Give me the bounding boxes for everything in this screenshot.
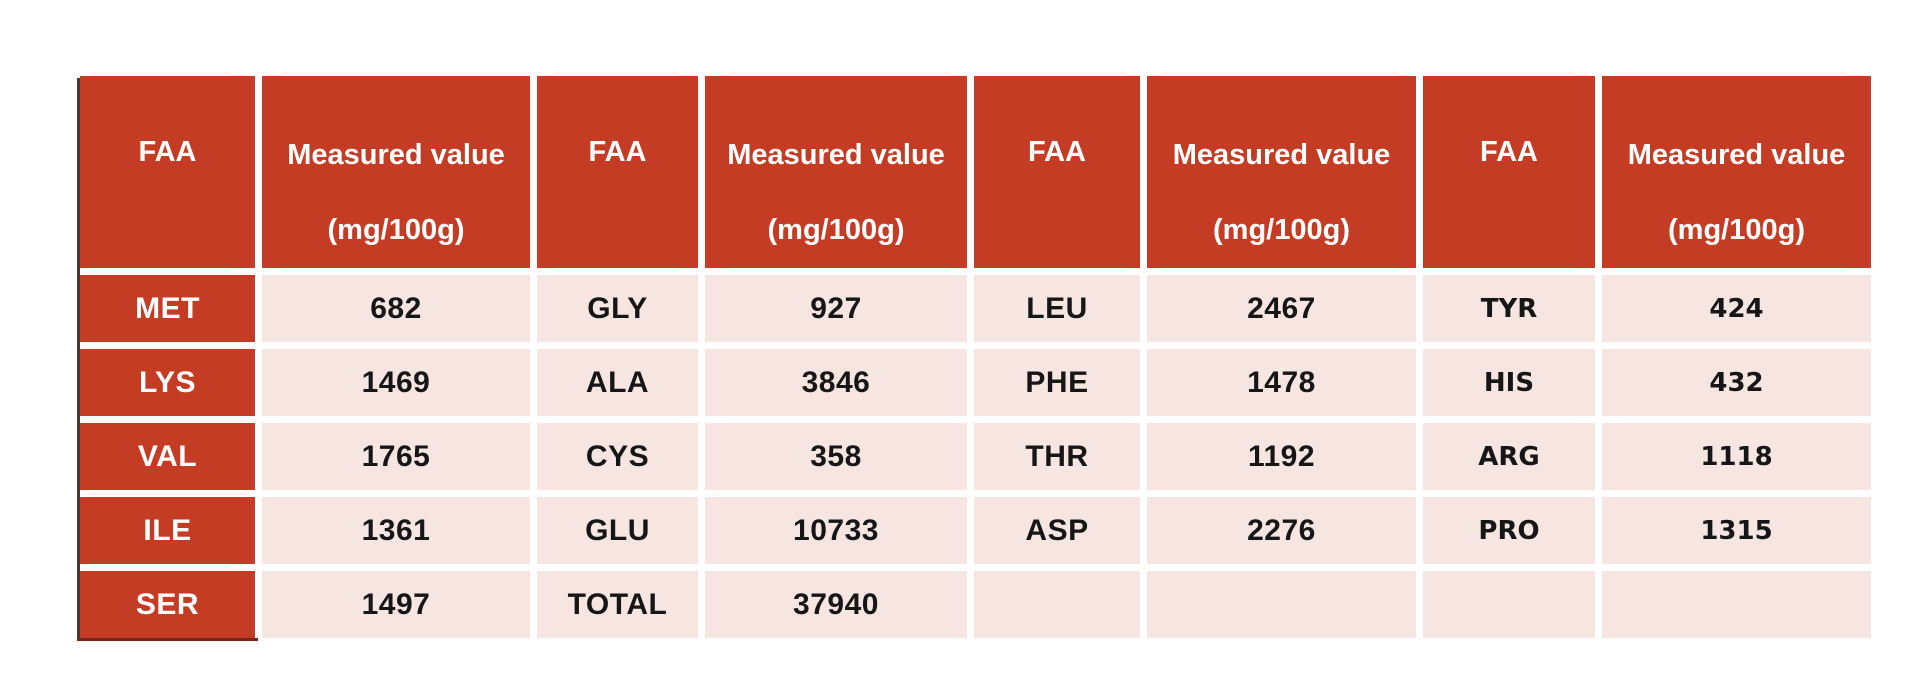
faa-cell-glu: GLU bbox=[537, 497, 698, 564]
value-cell-thr: 1192 bbox=[1147, 423, 1416, 490]
faa-cell-ile: ILE bbox=[80, 497, 255, 564]
header-mv-line1: Measured value bbox=[287, 138, 505, 171]
faa-cell-arg: ARG bbox=[1423, 423, 1595, 490]
faa-cell-lys: LYS bbox=[80, 349, 255, 416]
faa-cell-val: VAL bbox=[80, 423, 255, 490]
faa-cell-met: MET bbox=[80, 275, 255, 342]
faa-cell-thr: THR bbox=[974, 423, 1140, 490]
value-cell-met: 682 bbox=[262, 275, 530, 342]
value-cell-glu: 10733 bbox=[705, 497, 967, 564]
header-measured-value-2: Measured value (mg/100g) bbox=[705, 76, 967, 268]
value-cell-total: 37940 bbox=[705, 571, 967, 638]
faa-cell-phe: PHE bbox=[974, 349, 1140, 416]
value-cell-gly: 927 bbox=[705, 275, 967, 342]
faa-cell-asp: ASP bbox=[974, 497, 1140, 564]
faa-cell-pro: PRO bbox=[1423, 497, 1595, 564]
faa-cell-total: TOTAL bbox=[537, 571, 698, 638]
faa-cell-cys: CYS bbox=[537, 423, 698, 490]
value-cell-pro: 1315 bbox=[1602, 497, 1871, 564]
faa-cell-ala: ALA bbox=[537, 349, 698, 416]
table-bottom-shadow bbox=[77, 638, 258, 641]
value-cell-ala: 3846 bbox=[705, 349, 967, 416]
header-mv-line2: (mg/100g) bbox=[767, 213, 905, 246]
faa-table: FAA Measured value (mg/100g) FAA Measure… bbox=[77, 76, 1871, 641]
empty-cell bbox=[1147, 571, 1416, 638]
faa-cell-tyr: TYR bbox=[1423, 275, 1595, 342]
header-measured-value-1: Measured value (mg/100g) bbox=[262, 76, 530, 268]
header-mv-line1: Measured value bbox=[1172, 138, 1391, 171]
faa-cell-leu: LEU bbox=[974, 275, 1140, 342]
value-cell-tyr: 424 bbox=[1602, 275, 1871, 342]
header-mv-line2: (mg/100g) bbox=[1668, 213, 1805, 246]
header-measured-value-3: Measured value (mg/100g) bbox=[1147, 76, 1416, 268]
faa-cell-ser: SER bbox=[80, 571, 255, 638]
value-cell-ser: 1497 bbox=[262, 571, 530, 638]
header-faa-4: FAA bbox=[1423, 76, 1595, 268]
header-mv-line1: Measured value bbox=[727, 138, 945, 171]
value-cell-asp: 2276 bbox=[1147, 497, 1416, 564]
header-mv-line2: (mg/100g) bbox=[327, 213, 465, 246]
value-cell-leu: 2467 bbox=[1147, 275, 1416, 342]
empty-cell bbox=[974, 571, 1140, 638]
faa-cell-his: HIS bbox=[1423, 349, 1595, 416]
empty-cell bbox=[1602, 571, 1871, 638]
value-cell-val: 1765 bbox=[262, 423, 530, 490]
header-mv-line1: Measured value bbox=[1627, 138, 1846, 171]
table-left-shadow bbox=[77, 78, 80, 638]
faa-cell-gly: GLY bbox=[537, 275, 698, 342]
header-faa-2: FAA bbox=[537, 76, 698, 268]
header-faa-1: FAA bbox=[80, 76, 255, 268]
value-cell-cys: 358 bbox=[705, 423, 967, 490]
value-cell-arg: 1118 bbox=[1602, 423, 1871, 490]
value-cell-ile: 1361 bbox=[262, 497, 530, 564]
header-measured-value-4: Measured value (mg/100g) bbox=[1602, 76, 1871, 268]
header-faa-3: FAA bbox=[974, 76, 1140, 268]
value-cell-phe: 1478 bbox=[1147, 349, 1416, 416]
header-mv-line2: (mg/100g) bbox=[1213, 213, 1350, 246]
empty-cell bbox=[1423, 571, 1595, 638]
value-cell-lys: 1469 bbox=[262, 349, 530, 416]
value-cell-his: 432 bbox=[1602, 349, 1871, 416]
